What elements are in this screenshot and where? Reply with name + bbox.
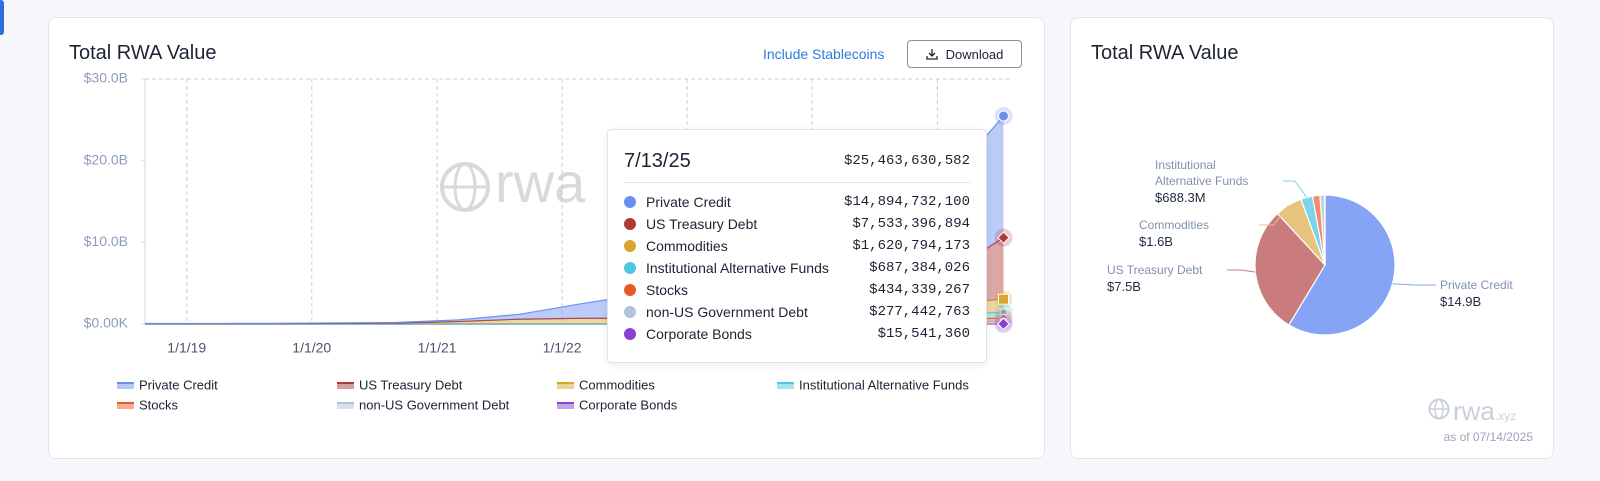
watermark-domain: .xyz [1494,409,1517,423]
pie-label: Commodities [1139,218,1210,232]
pie-value: $7.5B [1107,279,1141,294]
legend-label: Corporate Bonds [579,397,678,412]
legend-swatch [557,403,574,409]
watermark-text: rwa [495,151,586,214]
tooltip-name: Private Credit [646,194,731,210]
tooltip: 7/13/25 $25,463,630,582 Private Credit $1… [607,129,987,363]
marker [997,231,1010,245]
legend-swatch [337,403,354,409]
tooltip-dot [624,306,636,318]
pie-label: US Treasury Debt [1107,263,1203,277]
tooltip-name: Stocks [646,282,689,298]
x-tick-label: 1/1/20 [292,340,331,356]
download-label: Download [945,46,1004,62]
marker [997,317,1010,331]
legend-label: Stocks [139,397,179,412]
tooltip-dot [624,284,636,296]
tooltip-value: $15,541,360 [877,326,970,342]
tooltip-value: $277,442,763 [869,304,970,320]
y-tick-label: $20.0B [84,151,128,167]
divider [624,182,970,183]
tooltip-value: $7,533,396,894 [852,216,970,232]
tooltip-value: $14,894,732,100 [843,194,970,210]
legend-label: Commodities [579,377,655,392]
tooltip-total: $25,463,630,582 [843,153,970,169]
leader-line [1283,180,1308,198]
tooltip-dot [624,240,636,252]
x-tick-label: 1/1/19 [167,340,206,356]
legend-label: US Treasury Debt [359,377,463,392]
tooltip-row: US Treasury Debt $7,533,396,894 [624,214,970,234]
legend-swatch [117,403,134,409]
pie-label: Institutional Alternative Funds [1155,158,1249,188]
legend-swatch [117,383,134,389]
legend-label: non-US Government Debt [359,397,510,412]
pie-label: Private Credit [1440,278,1513,292]
pie-value: $1.6B [1139,234,1173,249]
tooltip-row: Stocks $434,339,267 [624,280,970,300]
tooltip-row: Private Credit $14,894,732,100 [624,192,970,212]
tooltip-name: non-US Government Debt [646,304,808,320]
download-button[interactable]: Download [907,40,1022,68]
legend-swatch [557,383,574,389]
tooltip-name: Corporate Bonds [646,326,752,342]
pie-value: $688.3M [1155,190,1206,205]
leader-line [1259,204,1289,226]
marker [997,110,1009,122]
stablecoin-toggle[interactable]: Include Stablecoins [763,46,885,62]
download-icon [925,49,938,60]
tooltip-value: $434,339,267 [869,282,970,298]
tooltip-name: Institutional Alternative Funds [646,260,829,276]
globe-icon [1428,398,1450,420]
tooltip-row: Corporate Bonds $15,541,360 [624,324,970,344]
tooltip-name: US Treasury Debt [646,216,758,232]
tooltip-dot [624,196,636,208]
tooltip-value: $1,620,794,173 [852,238,970,254]
y-tick-label: $10.0B [84,233,128,249]
tooltip-row: non-US Government Debt $277,442,763 [624,302,970,322]
leader-line [1392,283,1436,286]
tooltip-name: Commodities [646,238,728,254]
chart-title: Total RWA Value [69,42,217,64]
pie-value: $14.9B [1440,294,1482,309]
nav-indicator [0,0,4,35]
as-of-date: as of 07/14/2025 [1443,430,1533,444]
watermark: rwa [440,151,586,214]
marker [997,293,1009,305]
chart-title: Total RWA Value [1091,42,1239,64]
x-tick-label: 1/1/21 [418,340,457,356]
leader-line [1227,269,1256,273]
tooltip-row: Commodities $1,620,794,173 [624,236,970,256]
tooltip-dot [624,218,636,230]
watermark-small: rwa .xyz [1428,396,1516,427]
legend-label: Private Credit [139,377,218,392]
legend-label: Institutional Alternative Funds [799,377,969,392]
pie-slice [1254,212,1326,326]
y-tick-label: $30.0B [84,70,128,86]
legend-swatch [777,383,794,389]
watermark-text: rwa [1453,396,1495,426]
pie-slice [1288,194,1396,336]
x-tick-label: 1/1/22 [543,340,582,356]
tooltip-value: $687,384,026 [869,260,970,276]
tooltip-date: 7/13/25 [624,150,691,172]
y-tick-label: $0.00K [84,315,129,331]
tooltip-row: Institutional Alternative Funds $687,384,… [624,258,970,278]
tooltip-dot [624,328,636,340]
tooltip-dot [624,262,636,274]
legend-swatch [337,383,354,389]
